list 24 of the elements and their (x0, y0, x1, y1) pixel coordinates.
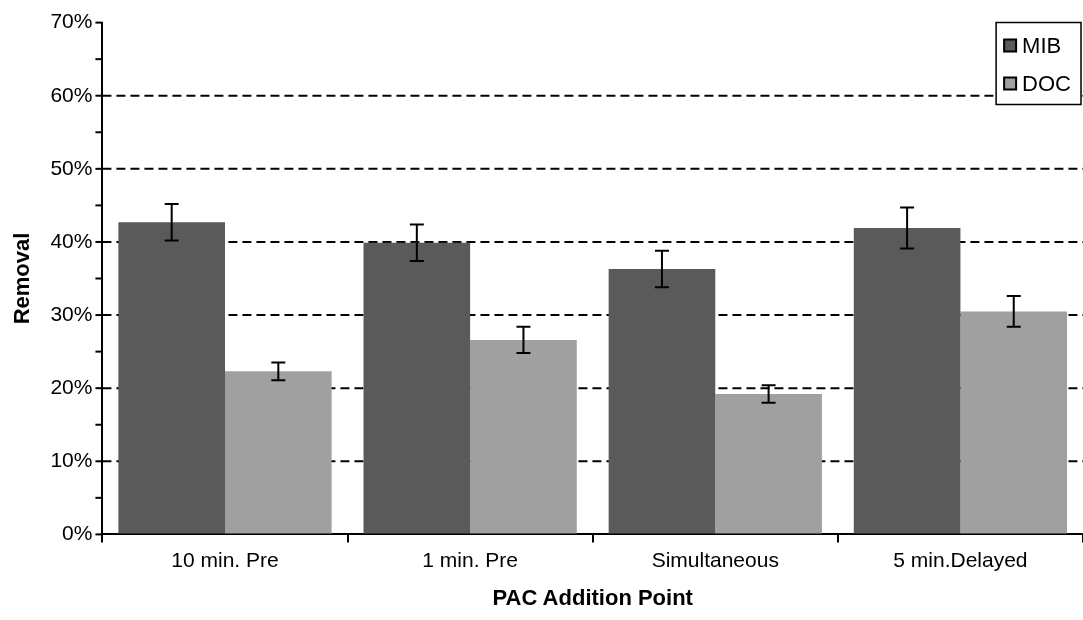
y-tick-label: 30% (50, 301, 93, 325)
legend-label: DOC (1022, 70, 1072, 96)
y-tick-label: 10% (50, 448, 93, 472)
bar (960, 311, 1068, 534)
x-tick-label: 1 min. Pre (422, 547, 518, 571)
bar (715, 394, 822, 534)
bar (225, 371, 332, 534)
y-axis-title: Removal (9, 232, 35, 325)
y-tick-label: 70% (50, 9, 93, 33)
legend-label: MIB (1022, 32, 1062, 58)
x-tick-label: 10 min. Pre (171, 547, 279, 571)
bar (853, 228, 961, 534)
bar (470, 339, 577, 534)
y-tick-label: 60% (50, 82, 93, 106)
y-tick-label: 50% (50, 155, 93, 179)
y-tick-label: 40% (50, 228, 93, 252)
x-tick-label: Simultaneous (651, 547, 779, 571)
x-axis-title: PAC Addition Point (492, 584, 694, 610)
bar (608, 269, 716, 534)
y-tick-label: 20% (50, 374, 93, 398)
y-tick-label: 0% (62, 521, 93, 545)
bar (363, 242, 471, 534)
bar (118, 222, 225, 534)
x-tick-label: 5 min.Delayed (893, 547, 1028, 571)
